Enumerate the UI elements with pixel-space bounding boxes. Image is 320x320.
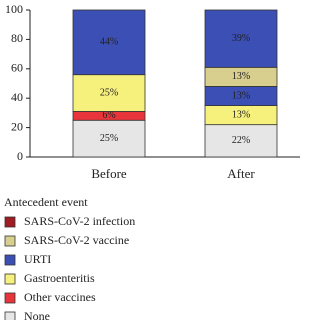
legend-label: URTI (24, 252, 51, 266)
y-tick-label: 0 (17, 149, 23, 163)
legend-label: None (24, 309, 50, 320)
value-label: 13% (232, 109, 250, 120)
value-label: 44% (100, 37, 118, 48)
value-label: 25% (100, 87, 118, 98)
y-tick-label: 100 (5, 2, 23, 16)
x-tick-label: After (227, 166, 255, 181)
legend-label: Gastroenteritis (24, 271, 95, 285)
legend-swatch (4, 311, 16, 320)
y-tick-label: 80 (11, 31, 23, 45)
bar-segment (204, 9, 278, 68)
value-label: 6% (102, 110, 115, 121)
y-tick-label: 20 (11, 119, 23, 133)
x-tick-label: Before (91, 166, 127, 181)
bar-segment (72, 9, 146, 76)
bar-segment (72, 74, 146, 112)
bar-segment (204, 124, 278, 158)
legend-title: Antecedent event (4, 195, 88, 209)
bar-segment (72, 119, 146, 158)
legend-label: SARS-CoV-2 infection (24, 214, 135, 228)
legend-label: SARS-CoV-2 vaccine (24, 233, 129, 247)
legend-label: Other vaccines (24, 290, 96, 304)
legend-swatch (4, 235, 16, 247)
y-tick-label: 60 (11, 61, 23, 75)
value-label: 39% (232, 33, 250, 44)
value-label: 13% (232, 71, 250, 82)
y-tick-label: 40 (11, 90, 23, 104)
value-label: 22% (232, 135, 250, 146)
value-label: 13% (232, 90, 250, 101)
legend-swatch (4, 273, 16, 285)
value-label: 25% (100, 133, 118, 144)
legend-swatch (4, 292, 16, 304)
legend-swatch (4, 216, 16, 228)
legend-swatch (4, 254, 16, 266)
